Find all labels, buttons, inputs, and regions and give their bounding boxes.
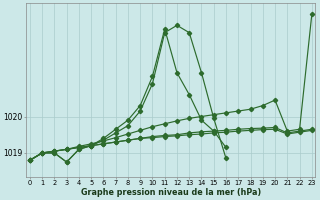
X-axis label: Graphe pression niveau de la mer (hPa): Graphe pression niveau de la mer (hPa) — [81, 188, 261, 197]
